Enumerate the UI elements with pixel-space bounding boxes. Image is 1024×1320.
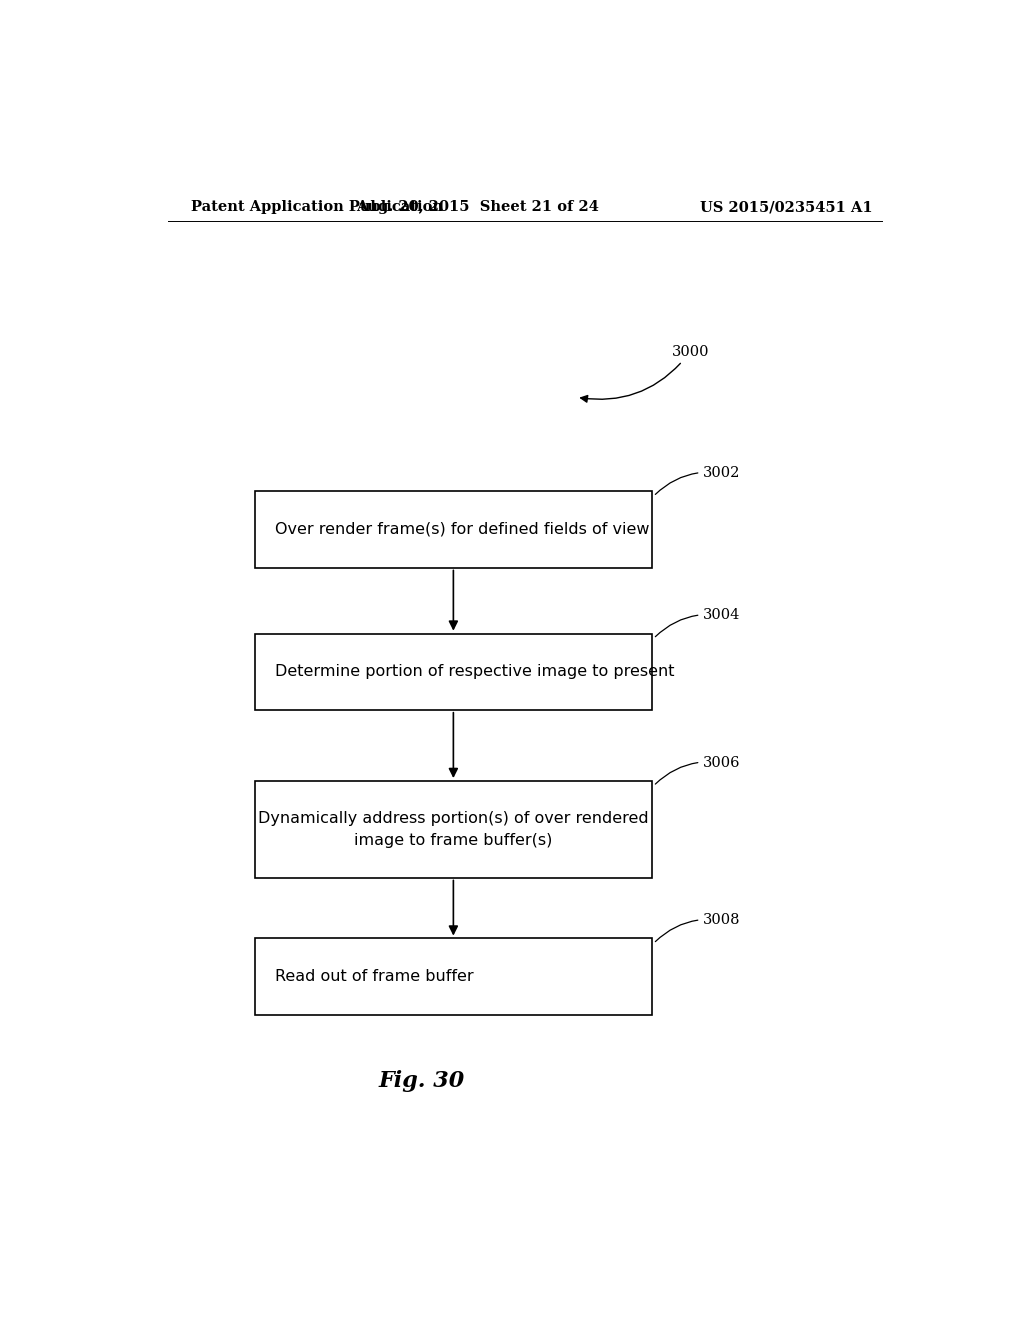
Text: 3006: 3006 [655, 755, 740, 784]
Text: 3008: 3008 [655, 913, 740, 941]
Text: 3004: 3004 [655, 609, 740, 636]
Text: Patent Application Publication: Patent Application Publication [191, 201, 443, 214]
Text: image to frame buffer(s): image to frame buffer(s) [354, 833, 553, 847]
Bar [255, 491, 651, 568]
Text: 3002: 3002 [655, 466, 740, 495]
Text: Dynamically address portion(s) of over rendered: Dynamically address portion(s) of over r… [258, 810, 648, 825]
Text: Read out of frame buffer: Read out of frame buffer [274, 969, 473, 985]
Bar [255, 939, 651, 1015]
Text: US 2015/0235451 A1: US 2015/0235451 A1 [700, 201, 873, 214]
Text: 3000: 3000 [581, 345, 709, 403]
Text: Determine portion of respective image to present: Determine portion of respective image to… [274, 664, 675, 680]
Bar [255, 781, 651, 878]
Text: Over render frame(s) for defined fields of view: Over render frame(s) for defined fields … [274, 521, 649, 537]
Bar [255, 634, 651, 710]
Text: Aug. 20, 2015  Sheet 21 of 24: Aug. 20, 2015 Sheet 21 of 24 [355, 201, 599, 214]
Text: Fig. 30: Fig. 30 [379, 1071, 465, 1092]
